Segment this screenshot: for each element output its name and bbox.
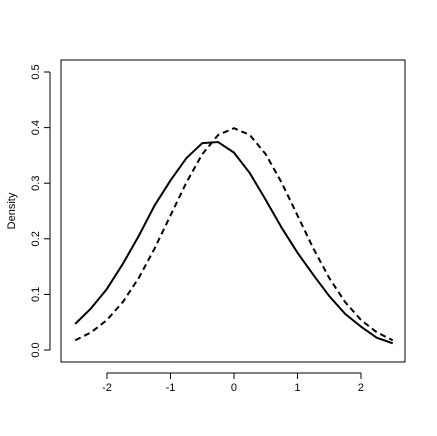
x-tick-label: -1 — [166, 382, 176, 394]
y-tick-label: 0.0 — [30, 342, 42, 357]
x-tick-label: 2 — [358, 382, 364, 394]
y-tick-label: 0.1 — [30, 287, 42, 302]
x-tick-label: 1 — [294, 382, 300, 394]
density-line — [74, 141, 394, 345]
x-tick-label: 0 — [231, 382, 237, 394]
y-tick-label: 0.5 — [30, 64, 42, 79]
density-line — [74, 127, 394, 342]
plot-box — [60, 59, 406, 363]
y-tick-label: 0.3 — [30, 176, 42, 191]
y-tick-label: 0.2 — [30, 231, 42, 246]
y-axis-label: Density — [6, 192, 18, 229]
y-tick-label: 0.4 — [30, 120, 42, 135]
x-tick-label: -2 — [102, 382, 112, 394]
